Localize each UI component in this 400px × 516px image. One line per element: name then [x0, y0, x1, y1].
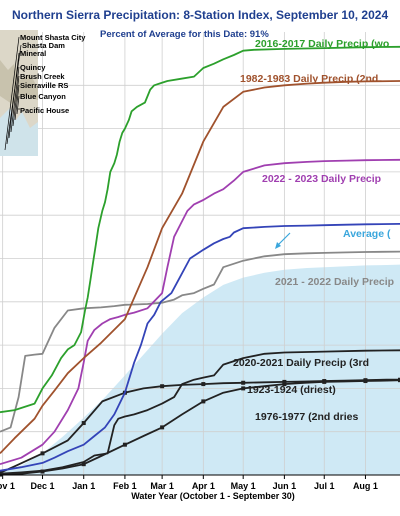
x-tick-label-jul-1: Jul 1: [314, 481, 335, 491]
series-point-1976-1977: [282, 382, 287, 387]
series-line-2016-2017: [0, 45, 400, 414]
station-pointer-blue-canyon: [16, 95, 20, 115]
x-tick-label-apr-1: Apr 1: [192, 481, 215, 491]
station-pointer-mineral: [8, 52, 20, 139]
map-terrain: [0, 108, 38, 156]
x-tick-label-jun-1: Jun 1: [273, 481, 297, 491]
station-label-mineral: Mineral: [20, 49, 46, 58]
series-line-2021-2022: [0, 250, 400, 433]
series-point-1976-1977: [81, 462, 86, 467]
series-line-2020-2021: [0, 349, 400, 475]
series-point-1923-1924: [40, 451, 45, 456]
series-point-1976-1977: [398, 378, 400, 383]
station-label-mount-shasta-city: Mount Shasta City: [20, 33, 86, 42]
x-tick-label-mar-1: Mar 1: [150, 481, 174, 491]
series-point-1923-1924: [241, 380, 246, 385]
series-line-2022-2023: [0, 158, 400, 466]
station-label-brush-creek: Brush Creek: [20, 72, 65, 81]
series-label-2021-2022: 2021 - 2022 Daily Precip: [275, 276, 394, 288]
station-pointer-mount-shasta-city: [4, 36, 20, 151]
series-line-1982-1983: [0, 80, 400, 455]
series-point-1923-1924: [160, 384, 165, 389]
series-point-1923-1924: [81, 421, 86, 426]
map-mountains: [0, 60, 38, 104]
x-tick-label-jan-1: Jan 1: [72, 481, 95, 491]
x-tick-layer: Nov 1 Dec 1 Jan 1 Feb 1 Mar 1 Apr 1 May 1 Jun 1…: [0, 475, 378, 491]
station-label-shasta-dam: Shasta Dam: [22, 41, 65, 50]
x-tick-label-nov-1: Nov 1: [0, 481, 15, 491]
average-area-layer: [0, 264, 400, 475]
series-label-average: Average (: [343, 228, 391, 240]
average-label-arrowhead: [275, 242, 281, 249]
x-tick-label-may-1: May 1: [231, 481, 256, 491]
series-label-1923-1924: 1923-1924 (driest): [247, 384, 336, 396]
station-label-blue-canyon: Blue Canyon: [20, 92, 66, 101]
series-point-1976-1977: [363, 379, 368, 384]
series-point-1923-1924: [282, 379, 287, 384]
x-tick-label-feb-1: Feb 1: [113, 481, 137, 491]
series-point-1976-1977: [201, 399, 206, 404]
series-point-1976-1977: [160, 425, 165, 430]
series-label-2020-2021: 2020-2021 Daily Precip (3rd: [233, 357, 369, 369]
station-label-sierraville-rs: Sierraville RS: [20, 81, 68, 90]
series-point-1976-1977: [241, 386, 246, 391]
series-label-layer: Average ( 2016-2017 Daily Precip (wo 1982-…: [233, 38, 394, 423]
station-label-pacific-house: Pacific House: [20, 106, 69, 115]
chart-title: Northern Sierra Precipitation: 8-Station…: [12, 8, 388, 22]
station-pointer-sierraville-rs: [14, 84, 20, 121]
x-axis-label: Water Year (October 1 - September 30): [131, 491, 295, 501]
station-pointer-quincy: [10, 66, 20, 133]
station-label-quincy: Quincy: [20, 63, 46, 72]
x-tick-label-aug-1: Aug 1: [353, 481, 378, 491]
series-label-1976-1977: 1976-1977 (2nd dries: [255, 411, 358, 423]
series-label-2016-2017: 2016-2017 Daily Precip (wo: [255, 38, 389, 50]
series-layer: [0, 45, 400, 477]
series-point-1976-1977: [322, 379, 327, 384]
station-pointer-brush-creek: [12, 75, 20, 127]
series-label-1982-1983: 1982-1983 Daily Precip (2nd: [240, 73, 378, 85]
series-line-2023-2024: [0, 223, 400, 472]
average-label-arrow: [276, 232, 291, 247]
series-point-1976-1977: [122, 442, 127, 447]
series-point-1923-1924: [201, 382, 206, 387]
series-label-2022-2023: 2022 - 2023 Daily Precip: [262, 173, 381, 185]
x-tick-label-dec-1: Dec 1: [31, 481, 55, 491]
series-area-average: [0, 264, 400, 475]
chart-subtitle: Percent of Average for this Date: 91%: [100, 29, 269, 40]
